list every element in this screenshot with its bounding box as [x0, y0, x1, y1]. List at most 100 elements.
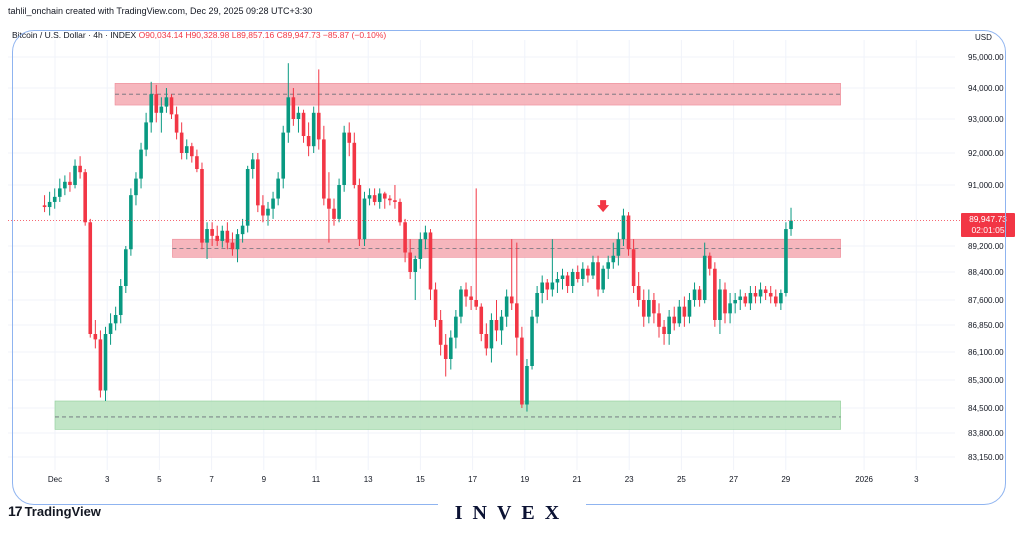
candle-body — [134, 178, 138, 196]
candle-body — [667, 316, 671, 334]
candle-body — [636, 286, 641, 300]
candle-body — [205, 229, 209, 243]
candle-body — [611, 255, 616, 263]
candle-body — [190, 146, 194, 157]
candle-body — [337, 185, 341, 219]
candle-body — [245, 169, 250, 226]
candle-body — [433, 289, 438, 320]
tradingview-logo[interactable]: 17 TradingView — [8, 503, 101, 519]
candle-body — [469, 296, 473, 300]
candle-body — [169, 97, 174, 115]
candle-body — [144, 122, 148, 150]
y-tick-label: 88,400.00 — [968, 268, 1004, 277]
candle-body — [601, 268, 605, 290]
candle-body — [393, 200, 397, 202]
candle-body — [728, 303, 732, 314]
x-tick-label: 7 — [209, 475, 214, 484]
candle-body — [616, 239, 621, 256]
candle-body — [301, 112, 306, 136]
candle-body — [443, 344, 448, 359]
candle-body — [261, 205, 265, 216]
x-tick-label: 9 — [262, 475, 267, 484]
candle-body — [103, 334, 108, 391]
candle-body — [108, 323, 113, 334]
candle-body — [184, 146, 189, 153]
candle-body — [596, 262, 600, 290]
candle-body — [733, 300, 737, 304]
candle-body — [124, 249, 128, 286]
candle-body — [73, 165, 77, 185]
candle-body — [276, 178, 280, 199]
y-tick-label: 91,000.00 — [968, 181, 1004, 190]
candle-body — [149, 94, 153, 123]
candle-body — [789, 220, 793, 230]
candle-body — [672, 316, 677, 324]
candle-body — [93, 334, 98, 340]
candle-body — [448, 337, 453, 359]
candle-body — [570, 272, 575, 286]
candle-body — [738, 296, 743, 300]
symbol-legend: Bitcoin / U.S. Dollar · 4h · INDEX O90,0… — [12, 30, 386, 40]
ohlc-values: O90,034.14 H90,328.98 L89,857.16 C89,947… — [138, 30, 387, 40]
candle-body — [225, 230, 230, 243]
candle-body — [68, 181, 72, 185]
candle-body — [154, 94, 159, 113]
candle-body — [306, 136, 311, 147]
candle-body — [240, 225, 245, 235]
arrow-down-icon — [597, 200, 610, 213]
candle-body — [174, 114, 179, 133]
candle-body — [647, 300, 651, 317]
attribution-header: tahlil_onchain created with TradingView.… — [8, 6, 313, 16]
candle-body — [266, 208, 270, 216]
candle-body — [200, 169, 204, 243]
x-tick-label: 25 — [677, 475, 686, 484]
candle-body — [286, 97, 291, 133]
candle-body — [779, 293, 783, 304]
candle-body — [398, 201, 402, 223]
x-tick-label: Dec — [48, 475, 62, 484]
candle-body — [626, 215, 631, 250]
candle-body — [423, 232, 428, 240]
candle-body — [454, 316, 458, 338]
x-tick-label: 15 — [416, 475, 425, 484]
candle-body — [52, 196, 57, 202]
x-tick-label: 27 — [729, 475, 738, 484]
symbol-label: Bitcoin / U.S. Dollar · 4h · INDEX — [12, 30, 137, 40]
candle-body — [256, 159, 260, 206]
candle-body — [550, 282, 555, 290]
candle-body — [438, 320, 443, 345]
candle-body — [687, 300, 692, 317]
candle-body — [418, 239, 423, 259]
candle-body — [474, 300, 478, 307]
candle-body — [768, 293, 773, 297]
candle-body — [525, 366, 529, 405]
candle-body — [748, 293, 753, 304]
candle-body — [499, 316, 504, 331]
candle-body — [164, 97, 169, 107]
candle-body — [657, 313, 661, 327]
x-tick-label: 13 — [364, 475, 373, 484]
candle-body — [281, 132, 286, 179]
x-tick-label: 3 — [105, 475, 110, 484]
candle-body — [47, 201, 52, 208]
candle-body — [316, 112, 321, 140]
y-tick-label: 87,600.00 — [968, 296, 1004, 305]
candle-body — [362, 198, 367, 240]
candle-body — [332, 208, 336, 219]
y-tick-label: 93,000.00 — [968, 115, 1004, 124]
candle-body — [98, 339, 103, 391]
candle-body — [367, 195, 372, 199]
candle-body — [718, 289, 722, 320]
candle-body — [707, 255, 712, 269]
candle-body — [352, 142, 357, 185]
candle-body — [560, 275, 565, 279]
y-tick-label: 83,150.00 — [968, 453, 1004, 462]
candle-body — [327, 198, 331, 209]
candle-body — [296, 112, 301, 119]
candle-body — [118, 286, 123, 315]
candle-body — [489, 320, 494, 349]
x-tick-label: 5 — [157, 475, 162, 484]
candle-body — [464, 289, 468, 297]
candle-body — [403, 222, 407, 253]
